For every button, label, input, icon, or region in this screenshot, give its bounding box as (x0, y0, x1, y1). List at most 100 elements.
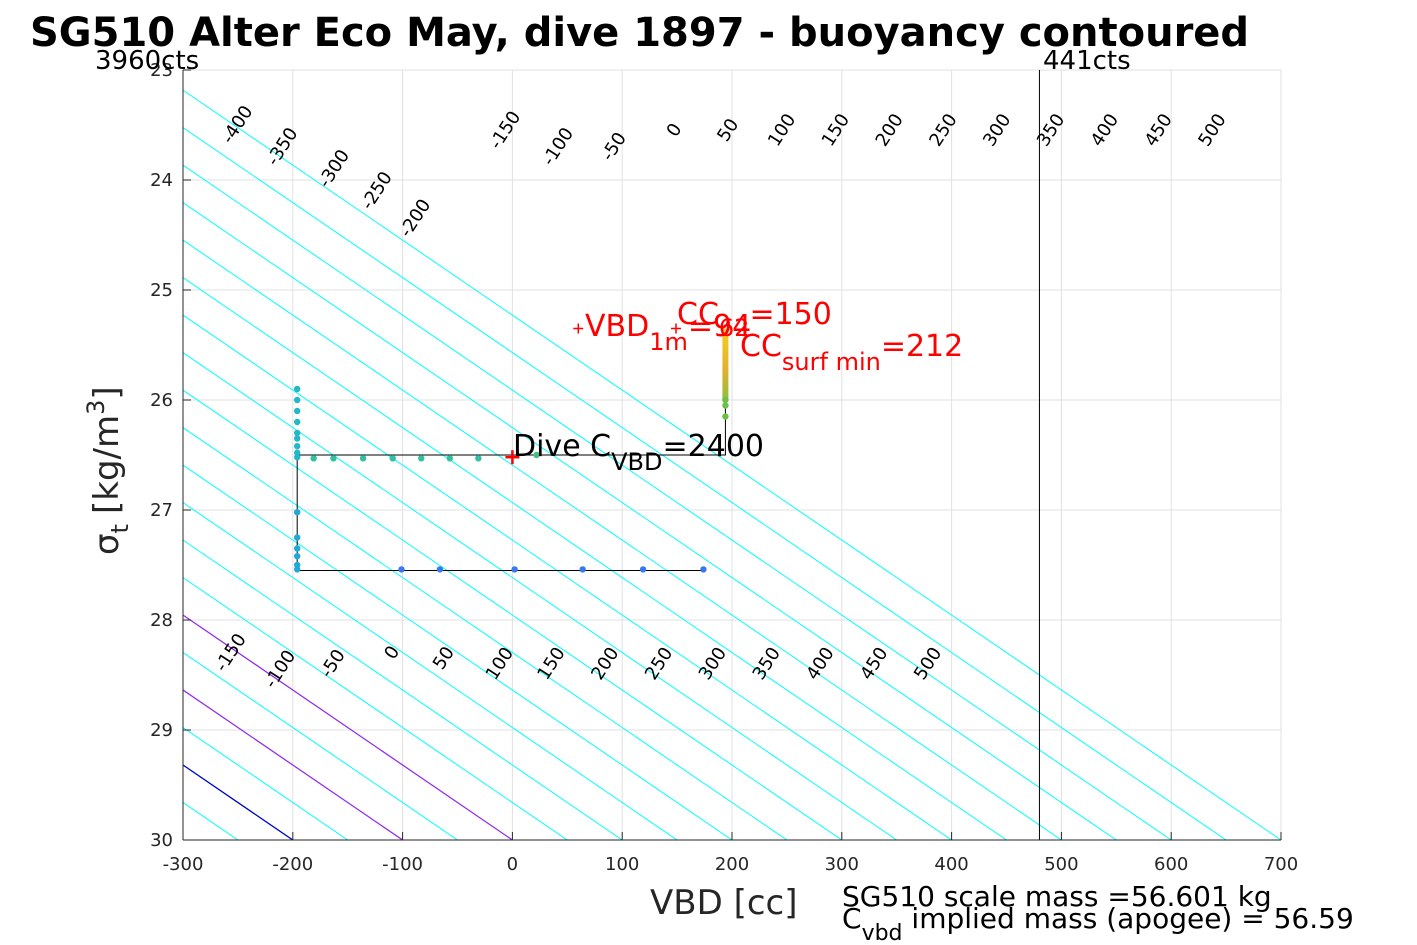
cc62-sub: 62 (719, 314, 750, 342)
x-axis-label: VBD [cc] (650, 883, 798, 923)
chart-title: SG510 Alter Eco May, dive 1897 - buoyanc… (30, 10, 1249, 56)
implied-mass-sub: vbd (862, 921, 903, 945)
contour-line (183, 464, 733, 840)
contour-label: 350 (749, 644, 785, 684)
implied-mass-pre: C (842, 902, 862, 935)
vbd1m-annotation: VBD1m=94 (585, 309, 751, 356)
data-point (700, 566, 707, 573)
x-tick-label: 300 (825, 854, 859, 875)
grid-layer (182, 69, 1282, 841)
y-label-units: [kg/m (87, 415, 127, 514)
data-point (293, 429, 301, 437)
contour-line (183, 576, 568, 840)
ccsurf-post: =212 (881, 329, 963, 364)
vbd-limit-line (183, 689, 403, 840)
x-tick-label: -300 (163, 854, 204, 875)
svg-text:σt[kg/m3]: σt [kg/m3] (82, 386, 134, 555)
contour-label: 150 (533, 644, 569, 684)
data-point (398, 566, 405, 573)
data-point (722, 413, 729, 420)
contour-label: 500 (910, 644, 946, 684)
x-tick-label: 500 (1044, 854, 1078, 875)
y-label-units-close: ] (87, 386, 127, 399)
neutral-buoyancy-line (183, 764, 294, 840)
contour-label: 250 (925, 110, 961, 150)
contour-label: -150 (211, 630, 251, 676)
data-point (533, 451, 540, 459)
data-point (310, 455, 317, 462)
data-point (293, 435, 301, 442)
contour-label: 450 (856, 644, 892, 684)
ccsurf-sub: surf min (782, 348, 881, 376)
data-point (722, 396, 729, 404)
x-tick-label: -200 (272, 854, 313, 875)
contour-label: -150 (485, 107, 525, 153)
contour-label: -350 (263, 124, 303, 170)
y-tick-label: 27 (150, 500, 173, 521)
data-point (293, 449, 301, 456)
data-point (293, 385, 301, 393)
contour-line (183, 651, 458, 840)
left-counts-label: 3960cts (95, 46, 199, 76)
contour-label: 500 (1194, 110, 1230, 150)
data-point (293, 545, 301, 552)
data-point (293, 534, 301, 541)
data-point (446, 455, 454, 462)
dive-pre: Dive C (513, 429, 611, 464)
data-point (389, 455, 396, 462)
contour-line (183, 426, 788, 840)
contour-label: 100 (764, 110, 800, 150)
contour-line (0, 70, 18, 840)
data-point (579, 566, 586, 573)
vbd1m-sub: 1m (649, 328, 688, 356)
y-tick-label: 25 (150, 280, 173, 301)
data-point (639, 566, 647, 573)
contour-label: 0 (663, 120, 687, 141)
data-point (475, 455, 482, 462)
data-point (359, 455, 367, 462)
x-tick-label: 100 (605, 854, 639, 875)
contour-label: -200 (395, 195, 435, 241)
right-counts-label: 441cts (1043, 46, 1131, 76)
x-tick-label: 200 (715, 854, 749, 875)
contour-label: -300 (314, 146, 354, 192)
vbd1m-pre: VBD (585, 309, 649, 344)
contour-label: 50 (429, 643, 459, 674)
y-tick-label: 29 (150, 720, 173, 741)
x-tick-label: -100 (382, 854, 423, 875)
contour-label: 300 (695, 644, 731, 684)
axes-layer: -300 -200 -100 0 100 200 300 400 500 600 700232425… (150, 60, 1298, 875)
data-point (293, 407, 301, 415)
cc62-pre: CC (677, 297, 719, 332)
contour-label: -100 (538, 124, 578, 170)
y-label-sub: t (106, 524, 134, 533)
contour-label: -400 (218, 102, 258, 148)
y-label-sup: 3 (82, 400, 110, 415)
y-tick-label: 26 (150, 390, 173, 411)
ccsurf-annotation: CCsurf min=212 (740, 329, 963, 376)
contour-label: -250 (357, 168, 397, 214)
vbd-limit-line (183, 614, 513, 840)
data-point (722, 402, 729, 409)
implied-mass-post: implied mass (apogee) = 56.59 (903, 902, 1354, 935)
data-point (293, 566, 301, 573)
y-tick-label: 28 (150, 610, 173, 631)
contour-line (183, 764, 294, 840)
contour-label: 400 (1087, 110, 1123, 150)
scale-mass-note: SG510 scale mass =56.601 kg (842, 880, 1272, 913)
data-point (511, 566, 518, 573)
vbd1m-post: =94 (688, 309, 751, 344)
y-tick-label: 24 (150, 170, 173, 191)
dive-sub: VBD (611, 448, 662, 476)
dive-series (293, 70, 1040, 840)
data-point (418, 455, 425, 462)
y-tick-label: 23 (150, 60, 173, 81)
x-tick-label: 600 (1154, 854, 1188, 875)
data-point (293, 418, 301, 426)
cc62-post: =150 (749, 297, 831, 332)
data-point (293, 454, 301, 461)
contour-labels: -400 -350 -300 -250-200 -150 -100 -50 0 50 100 150… (211, 102, 1231, 692)
contour-line (183, 539, 623, 840)
dive-post: =2400 (663, 429, 764, 464)
